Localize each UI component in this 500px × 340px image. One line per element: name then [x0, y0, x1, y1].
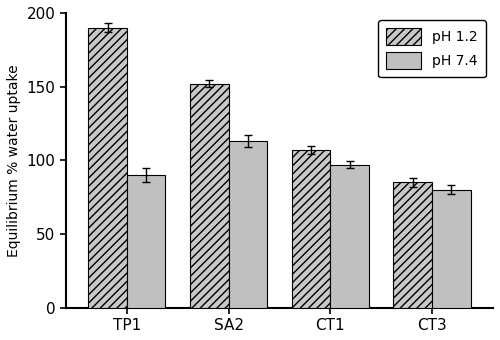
Bar: [127, 175, 166, 308]
Bar: [394, 182, 432, 308]
Bar: [330, 165, 369, 308]
Bar: [228, 141, 267, 308]
Legend: pH 1.2, pH 7.4: pH 1.2, pH 7.4: [378, 20, 486, 78]
Bar: [88, 28, 127, 308]
Y-axis label: Equilibrium % water uptake: Equilibrium % water uptake: [7, 64, 21, 257]
Bar: [190, 84, 228, 308]
Bar: [292, 150, 331, 308]
Bar: [432, 190, 470, 308]
